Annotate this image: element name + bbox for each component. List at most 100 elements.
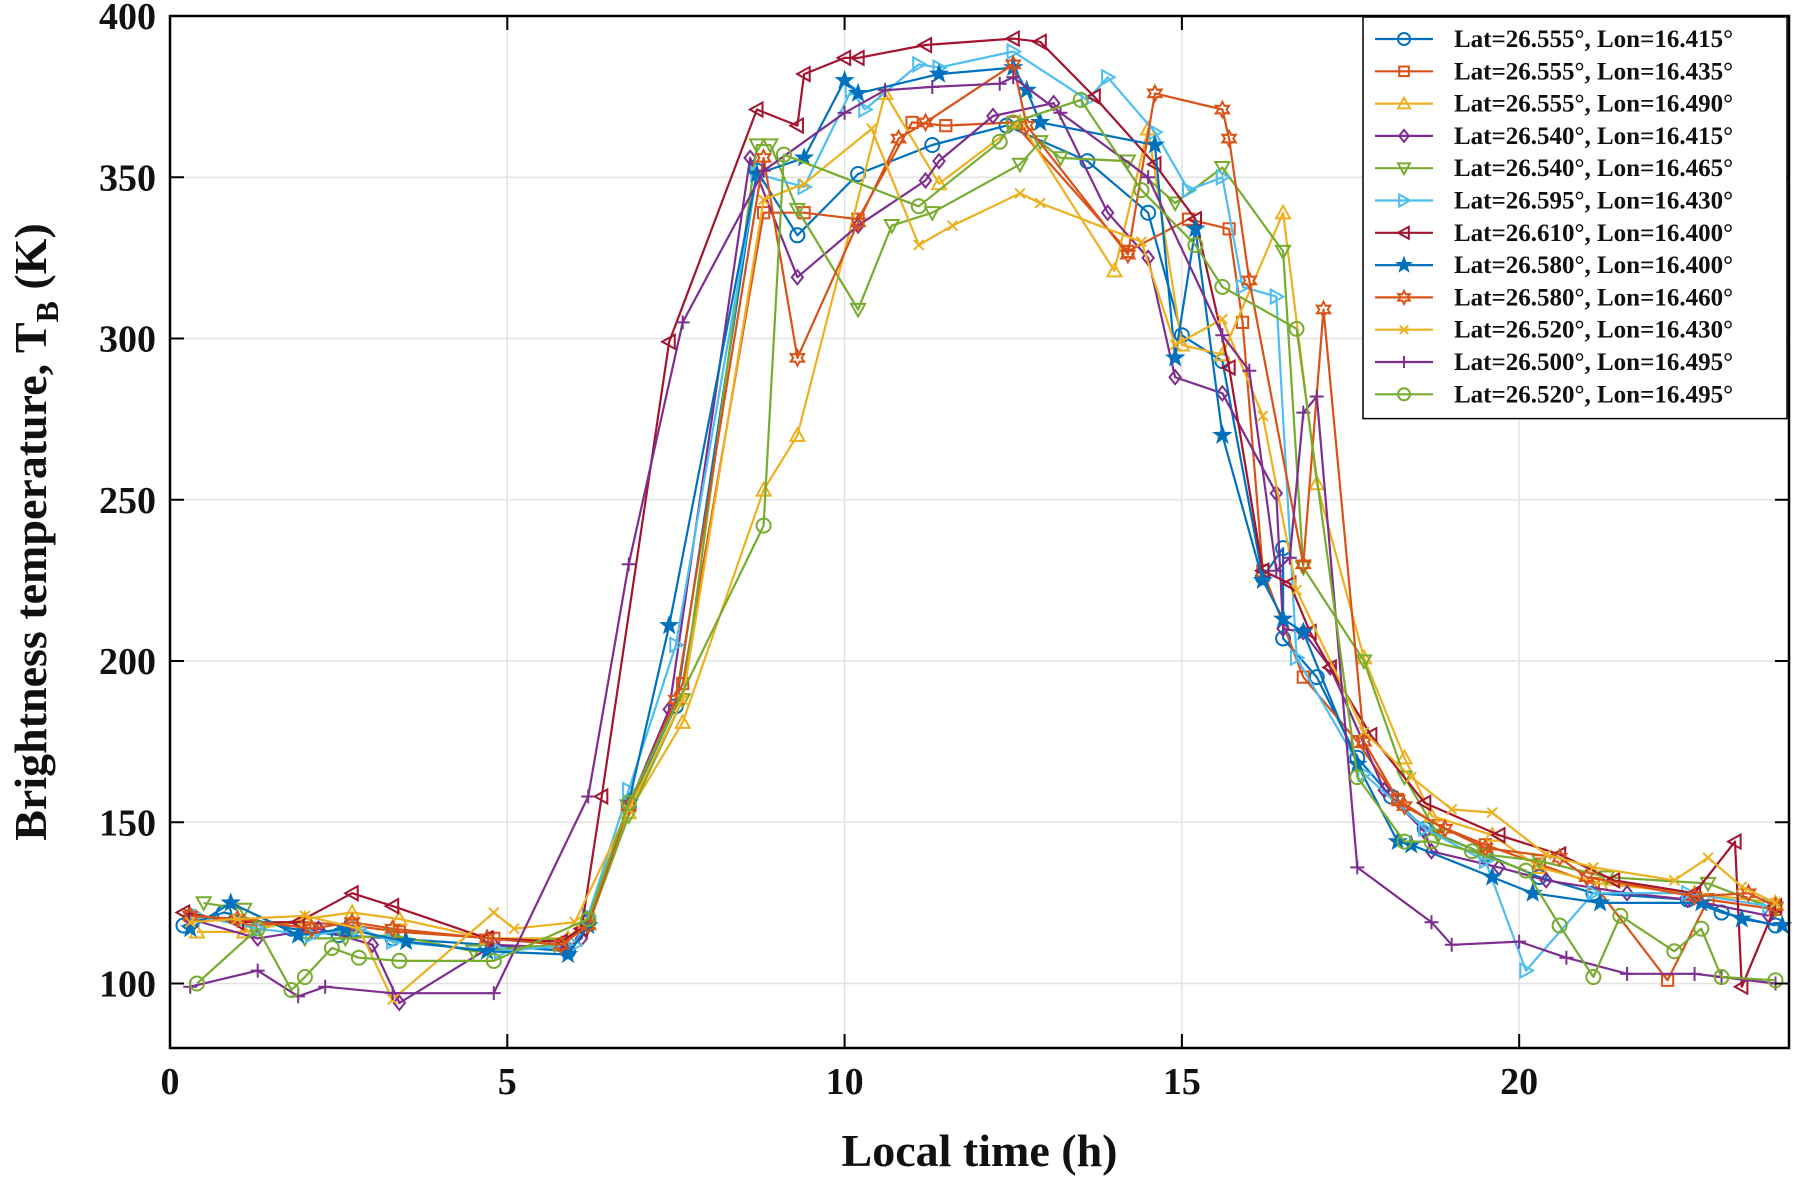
series-line: [189, 66, 1783, 956]
data-point: [754, 481, 773, 497]
data-point: [1551, 847, 1569, 868]
legend-label: Lat=26.540°, Lon=16.415°: [1454, 123, 1733, 150]
data-point: [788, 426, 807, 442]
data-point: [1282, 550, 1297, 565]
data-point: [1736, 881, 1748, 893]
data-point: [905, 115, 919, 130]
data-point: [395, 930, 417, 951]
data-point: [1240, 270, 1258, 291]
data-point: [1693, 920, 1710, 937]
data-point: [1257, 410, 1269, 422]
data-point: [1766, 896, 1785, 916]
data-point: [1585, 969, 1602, 986]
data-point: [184, 916, 196, 928]
data-point: [343, 903, 361, 920]
data-point: [1034, 197, 1046, 209]
data-point: [1276, 620, 1290, 638]
data-point: [795, 65, 811, 83]
data-point: [283, 981, 300, 998]
data-point: [1620, 884, 1634, 902]
data-point: [991, 133, 1008, 150]
data-point: [303, 918, 321, 939]
data-point: [580, 911, 597, 927]
series-line: [189, 102, 1770, 1004]
data-point: [1725, 832, 1742, 851]
data-point: [1489, 826, 1506, 844]
data-point: [1389, 789, 1407, 810]
series-layer: [174, 29, 1793, 1012]
x-tick-label: 20: [1500, 1061, 1538, 1103]
data-point: [350, 949, 367, 966]
data-point: [1215, 384, 1230, 402]
data-point: [673, 713, 692, 729]
data-point: [464, 944, 483, 961]
data-point: [318, 979, 333, 994]
data-point: [1308, 474, 1326, 491]
data-point: [486, 986, 501, 1001]
data-point: [353, 923, 365, 935]
data-point: [916, 36, 933, 54]
legend-label: Lat=26.580°, Lon=16.400°: [1454, 252, 1733, 279]
legend-label: Lat=26.610°, Lon=16.400°: [1454, 220, 1733, 247]
data-point: [287, 924, 309, 944]
data-point: [1512, 934, 1527, 949]
data-point: [174, 903, 191, 922]
series-line: [196, 50, 1769, 972]
y-axis-title-unit: (K): [5, 223, 56, 301]
data-point: [1004, 29, 1020, 48]
legend-marker: [1397, 32, 1411, 46]
data-point: [798, 178, 810, 190]
data-point: [299, 910, 311, 922]
series-line: [183, 37, 1777, 988]
data-point: [1274, 244, 1292, 261]
data-point: [1587, 861, 1599, 874]
data-point: [1031, 135, 1049, 151]
x-tick-label: 15: [1163, 1061, 1201, 1103]
data-point: [622, 781, 638, 799]
y-tick-label: 100: [99, 964, 156, 1006]
data-point: [1274, 203, 1292, 220]
data-point: [508, 923, 520, 935]
data-point: [383, 918, 402, 939]
data-point: [1166, 196, 1184, 213]
data-point: [220, 892, 241, 912]
data-point: [1424, 915, 1439, 930]
legend-marker: [1398, 65, 1410, 78]
legend-item: Lat=26.500°, Lon=16.495°: [1375, 349, 1733, 376]
data-point: [1182, 181, 1198, 199]
data-point: [1272, 608, 1294, 628]
data-point: [1620, 966, 1635, 981]
data-point: [568, 936, 584, 954]
data-point: [392, 994, 407, 1012]
legend-box: [1362, 16, 1788, 420]
data-point: [659, 614, 680, 635]
data-point: [1612, 907, 1629, 924]
data-point: [1006, 70, 1021, 85]
data-point: [1540, 848, 1552, 861]
legend-label: Lat=26.540°, Lon=16.465°: [1454, 155, 1733, 182]
data-point: [1051, 151, 1070, 167]
data-point: [755, 517, 772, 534]
data-point: [1141, 170, 1156, 185]
legend-item: Lat=26.540°, Lon=16.465°: [1375, 155, 1733, 182]
data-point: [1079, 153, 1096, 170]
data-point: [1220, 128, 1238, 149]
legend-label: Lat=26.555°, Lon=16.435°: [1454, 58, 1733, 85]
data-point: [1222, 222, 1236, 236]
data-point: [757, 206, 771, 220]
data-point: [1395, 796, 1414, 816]
legend-label: Lat=26.500°, Lon=16.495°: [1454, 349, 1733, 376]
data-point: [917, 112, 935, 133]
data-point: [1309, 389, 1324, 404]
data-point: [986, 107, 1000, 125]
data-point: [1145, 155, 1162, 174]
y-tick-label: 300: [99, 319, 156, 361]
data-point: [581, 789, 596, 804]
data-point: [837, 105, 852, 120]
data-point: [1769, 897, 1782, 909]
data-point: [1220, 358, 1236, 377]
data-point: [1119, 154, 1137, 171]
data-point: [1446, 803, 1458, 815]
legend-item: Lat=26.610°, Lon=16.400°: [1375, 220, 1733, 247]
data-point: [1164, 347, 1186, 367]
